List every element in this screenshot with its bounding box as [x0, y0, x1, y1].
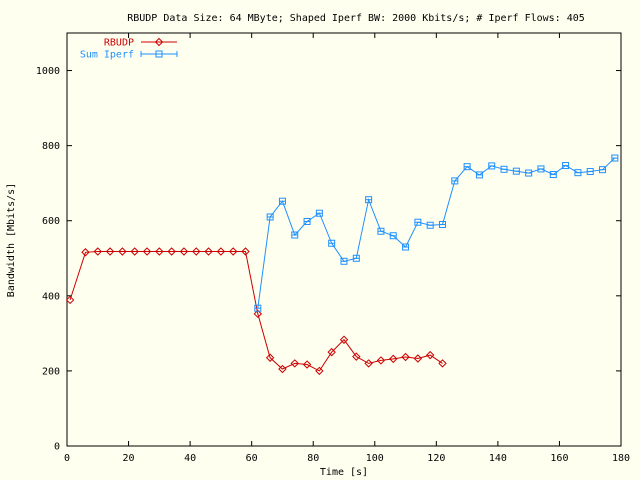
data-point [290, 359, 299, 368]
data-point [155, 247, 164, 256]
y-tick-label: 200 [42, 366, 60, 377]
x-tick-label: 100 [366, 453, 384, 464]
plot-border [66, 32, 622, 447]
x-tick-label: 80 [307, 453, 319, 464]
x-tick-label: 120 [427, 453, 445, 464]
data-point [364, 359, 373, 368]
chart-title: RBUDP Data Size: 64 MByte; Shaped Iperf … [127, 13, 585, 24]
data-point [65, 295, 75, 305]
x-axis-label: Time [s] [320, 467, 368, 478]
data-point [315, 366, 324, 376]
legend-label: Sum Iperf [80, 50, 134, 61]
data-point [438, 359, 447, 368]
data-point [265, 353, 275, 362]
data-point [253, 309, 263, 319]
x-tick-label: 0 [64, 453, 70, 464]
series-sum-iperf [254, 154, 619, 312]
data-point [228, 247, 238, 256]
x-tick-label: 140 [489, 453, 507, 464]
legend-label: RBUDP [104, 38, 134, 49]
data-point [389, 354, 398, 364]
data-point [81, 248, 90, 257]
data-point [216, 247, 226, 256]
data-point [167, 247, 176, 256]
data-point [278, 364, 287, 374]
series-line [69, 251, 443, 372]
data-point [105, 247, 115, 256]
x-tick-label: 40 [184, 453, 196, 464]
data-point [352, 352, 361, 361]
series-line [257, 157, 616, 309]
series-layer [65, 154, 619, 376]
x-tick-label: 180 [612, 453, 630, 464]
data-point [241, 247, 250, 256]
data-point [302, 360, 312, 369]
data-point [204, 247, 213, 256]
y-tick-label: 400 [42, 291, 60, 302]
data-point [401, 352, 410, 362]
data-point [118, 247, 127, 256]
data-point [413, 354, 423, 363]
data-point [179, 247, 189, 256]
series-rbudp [65, 247, 447, 376]
data-point [376, 356, 386, 365]
x-tick-label: 20 [123, 453, 135, 464]
data-point [142, 247, 152, 256]
x-tick-label: 160 [550, 453, 568, 464]
data-point [339, 335, 349, 344]
data-point [327, 347, 336, 357]
x-tick-label: 60 [246, 453, 258, 464]
y-tick-label: 1000 [36, 66, 60, 77]
data-point [130, 247, 139, 256]
data-point [154, 37, 164, 47]
data-point [425, 350, 435, 360]
y-tick-label: 0 [54, 442, 60, 453]
axes: 0 20 40 60 80 100 120 140 160 180 0 200 400 600 800 100… [36, 33, 630, 464]
y-tick-label: 600 [42, 216, 60, 227]
y-tick-label: 800 [42, 141, 60, 152]
data-point [192, 247, 201, 256]
data-point [93, 247, 102, 256]
y-axis-label: Bandwidth [Mbits/s] [6, 183, 17, 297]
